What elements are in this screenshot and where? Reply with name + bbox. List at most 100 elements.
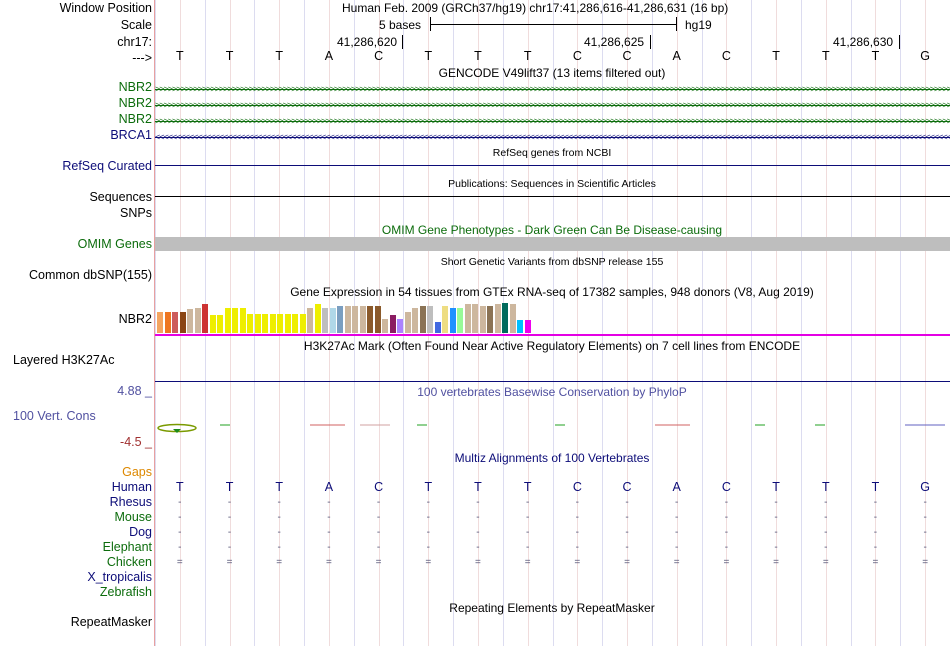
gtex-tissue-bar[interactable]	[307, 308, 313, 333]
gtex-tissue-bar[interactable]	[412, 308, 418, 333]
coord-tick-mark-1	[402, 35, 403, 49]
multiz-track-title[interactable]: Multiz Alignments of 100 Vertebrates	[454, 451, 650, 465]
gtex-tissue-bar[interactable]	[194, 308, 201, 333]
species-label-rhesus[interactable]: Rhesus	[109, 495, 152, 509]
species-label-xtropicalis[interactable]: X_tropicalis	[87, 570, 152, 584]
scale-bar	[430, 24, 677, 25]
gtex-tissue-bar[interactable]	[202, 304, 208, 333]
scale-label: Scale	[120, 18, 152, 32]
multiz-align-symbol: -	[376, 527, 381, 538]
omim-track-title[interactable]: OMIM Gene Phenotypes - Dark Green Can Be…	[381, 223, 723, 237]
gene-label-nbr2-2[interactable]: NBR2	[118, 96, 152, 110]
multiz-align-symbol: -	[625, 512, 629, 523]
track-area[interactable]: Human Feb. 2009 (GRCh37/hg19) chr17:41,2…	[155, 0, 950, 646]
refseq-track-label[interactable]: RefSeq Curated	[62, 159, 152, 173]
gtex-tissue-bar[interactable]	[449, 308, 456, 333]
gtex-tissue-bar[interactable]	[359, 306, 366, 333]
gtex-tissue-bar[interactable]	[314, 304, 321, 333]
gtex-tissue-bar[interactable]	[464, 304, 471, 333]
species-label-elephant[interactable]: Elephant	[102, 540, 152, 554]
gtex-tissue-bar[interactable]	[179, 311, 186, 333]
gtex-tissue-bar[interactable]	[457, 308, 463, 333]
cons-track-label[interactable]: 100 Vert. Cons	[13, 409, 96, 423]
gtex-tissue-bar[interactable]	[254, 313, 261, 333]
multiz-align-symbol: -	[724, 542, 729, 553]
gtex-tissue-bar[interactable]	[382, 319, 388, 333]
publications-track-title[interactable]: Publications: Sequences in Scientific Ar…	[448, 178, 656, 190]
gene-label-nbr2-3[interactable]: NBR2	[118, 112, 152, 126]
gtex-tissue-bar[interactable]	[434, 322, 441, 333]
scale-bar-right-tick	[676, 17, 677, 31]
gtex-tissue-bar[interactable]	[209, 315, 216, 333]
gtex-tissue-bar[interactable]	[292, 313, 298, 333]
gtex-tissue-bar[interactable]	[367, 306, 373, 333]
cons-track-title[interactable]: 100 vertebrates Basewise Conservation by…	[417, 385, 687, 399]
gtex-tissue-bar[interactable]	[472, 304, 478, 333]
h3k27ac-track-label[interactable]: Layered H3K27Ac	[13, 353, 115, 367]
species-label-human[interactable]: Human	[111, 480, 152, 494]
repeatmasker-track-label[interactable]: RepeatMasker	[70, 615, 152, 629]
gtex-tissue-bar[interactable]	[284, 313, 291, 333]
gtex-track-title[interactable]: Gene Expression in 54 tissues from GTEx …	[290, 285, 814, 299]
gtex-tissue-bar[interactable]	[224, 308, 231, 333]
gtex-tissue-bar[interactable]	[247, 313, 253, 333]
sequences-track-label[interactable]: Sequences	[89, 190, 152, 204]
base-letter: C	[374, 49, 384, 63]
species-label-chicken[interactable]: Chicken	[106, 555, 152, 569]
gtex-tissue-bar[interactable]	[404, 311, 411, 333]
gtex-tissue-bar[interactable]	[239, 308, 246, 333]
species-label-zebrafish[interactable]: Zebrafish	[99, 585, 152, 599]
gtex-tissue-bar[interactable]	[299, 313, 306, 333]
gtex-tissue-bar[interactable]	[262, 313, 268, 333]
gtex-tissue-bar[interactable]	[187, 309, 193, 333]
gtex-tissue-bar[interactable]	[374, 306, 381, 333]
grid-line	[328, 0, 330, 646]
gtex-tissue-bar[interactable]	[389, 314, 396, 333]
gtex-tissue-bar[interactable]	[277, 313, 283, 333]
gene-label-nbr2-1[interactable]: NBR2	[118, 80, 152, 94]
h3k27ac-track-title[interactable]: H3K27Ac Mark (Often Found Near Active Re…	[303, 339, 801, 353]
gene-label-brca1[interactable]: BRCA1	[110, 128, 152, 142]
gtex-tissue-bar[interactable]	[517, 320, 523, 333]
gene-strand-arrows[interactable]: <<<<<<<<<<<<<<<<<<<<<<<<<<<<<<<<<<<<<<<<…	[155, 132, 950, 142]
repeatmasker-track-title[interactable]: Repeating Elements by RepeatMasker	[449, 601, 655, 615]
gene-strand-arrows[interactable]: >>>>>>>>>>>>>>>>>>>>>>>>>>>>>>>>>>>>>>>>…	[155, 100, 950, 110]
gtex-tissue-bar[interactable]	[419, 306, 426, 333]
dbsnp-track-title[interactable]: Short Genetic Variants from dbSNP releas…	[440, 256, 664, 268]
gtex-tissue-bar[interactable]	[157, 311, 163, 333]
gtex-tissue-bar[interactable]	[232, 308, 238, 333]
gtex-tissue-bar[interactable]	[479, 306, 486, 333]
gtex-tissue-bar[interactable]	[509, 304, 516, 333]
omim-gene-block[interactable]	[155, 237, 950, 251]
gtex-tissue-bar[interactable]	[442, 306, 448, 333]
gtex-tissue-bar[interactable]	[352, 306, 358, 333]
dbsnp-track-label[interactable]: Common dbSNP(155)	[29, 268, 152, 282]
species-label-dog[interactable]: Dog	[129, 525, 152, 539]
base-letter: T	[424, 49, 433, 63]
gtex-tissue-bar[interactable]	[164, 311, 171, 333]
gtex-tissue-bar[interactable]	[337, 306, 343, 333]
gtex-tissue-bar[interactable]	[487, 306, 493, 333]
coord-tick-1: 41,286,620	[337, 35, 398, 49]
gtex-bar-chart[interactable]	[155, 303, 950, 333]
gtex-track-label[interactable]: NBR2	[118, 312, 152, 326]
gene-strand-arrows[interactable]: >>>>>>>>>>>>>>>>>>>>>>>>>>>>>>>>>>>>>>>>…	[155, 84, 950, 94]
gtex-tissue-bar[interactable]	[494, 304, 501, 333]
gtex-tissue-bar[interactable]	[329, 308, 336, 333]
gtex-tissue-bar[interactable]	[217, 315, 223, 333]
grid-line	[751, 0, 753, 646]
snps-track-label[interactable]: SNPs	[120, 206, 152, 220]
refseq-track-title[interactable]: RefSeq genes from NCBI	[492, 147, 612, 159]
omim-track-label[interactable]: OMIM Genes	[77, 237, 152, 251]
gtex-tissue-bar[interactable]	[322, 308, 328, 333]
gencode-track-title[interactable]: GENCODE V49lift37 (13 items filtered out…	[438, 66, 666, 80]
gtex-tissue-bar[interactable]	[397, 319, 403, 333]
gene-strand-arrows[interactable]: >>>>>>>>>>>>>>>>>>>>>>>>>>>>>>>>>>>>>>>>…	[155, 116, 950, 126]
gtex-tissue-bar[interactable]	[172, 311, 178, 333]
gtex-tissue-bar[interactable]	[344, 306, 351, 333]
gtex-tissue-bar[interactable]	[427, 306, 433, 333]
species-label-mouse[interactable]: Mouse	[114, 510, 152, 524]
gtex-tissue-bar[interactable]	[269, 313, 276, 333]
gtex-tissue-bar[interactable]	[524, 320, 531, 333]
gtex-tissue-bar[interactable]	[502, 303, 508, 333]
